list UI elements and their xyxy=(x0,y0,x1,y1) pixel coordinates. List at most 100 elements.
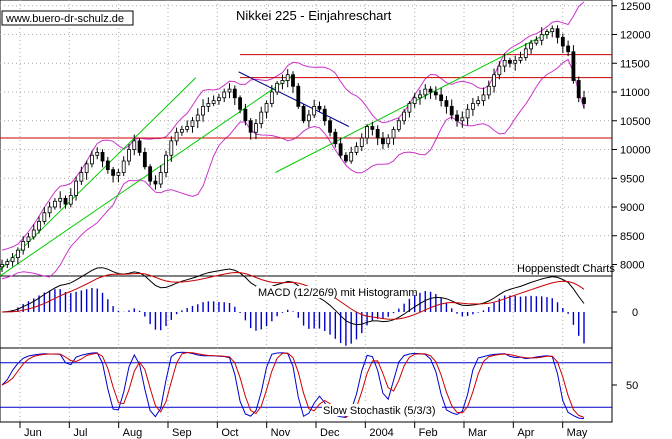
price-bar-body xyxy=(375,128,380,139)
macd-tick-label: 0 xyxy=(632,307,638,319)
axes: Jun Jul Aug Sep Oct Nov Dec 2004 Feb Mar Apr May 800… xyxy=(0,1,651,439)
price-bar-body xyxy=(158,172,163,185)
stoch-k-line xyxy=(1,351,585,420)
price-bar-body xyxy=(42,212,47,222)
price-bars xyxy=(0,25,586,273)
price-bar-body xyxy=(63,197,68,205)
price-bar-body xyxy=(328,120,332,133)
price-bar-body xyxy=(254,123,258,133)
stoch-title: Slow Stochastik (5/3/3) xyxy=(323,405,436,417)
price-bar-body xyxy=(391,128,396,139)
price-bar-body xyxy=(132,140,137,150)
price-bar-body xyxy=(164,154,168,173)
macd-title: MACD (12/26/9) mit Histogramm xyxy=(258,287,418,299)
price-bar-body xyxy=(275,82,280,93)
price-bar-body xyxy=(476,100,481,104)
price-bar-body xyxy=(264,103,269,113)
price-bar-body xyxy=(185,126,190,130)
price-bar-body xyxy=(576,80,581,99)
price-bar-body xyxy=(492,74,496,87)
price-bar-body xyxy=(407,103,412,113)
source-label: www.buero-dr-schulz.de xyxy=(5,13,124,25)
price-bar-body xyxy=(269,91,274,104)
downtrend-trendline xyxy=(238,71,350,127)
macd-series xyxy=(1,267,585,346)
price-bar-body xyxy=(148,166,153,182)
month-label: Jun xyxy=(24,427,42,439)
price-bar-body xyxy=(365,126,369,139)
price-bar-body xyxy=(306,114,311,122)
price-bar-body xyxy=(21,241,26,251)
price-bar-body xyxy=(550,28,555,33)
price-bar-body xyxy=(26,236,31,242)
price-bar-body xyxy=(248,120,253,133)
price-bar-body xyxy=(418,94,422,99)
price-bar-body xyxy=(10,257,15,263)
price-bar-body xyxy=(121,160,126,173)
price-bar-body xyxy=(402,111,407,122)
price-tick-label: 8000 xyxy=(620,260,644,272)
month-label: Jul xyxy=(73,427,87,439)
price-bar-body xyxy=(428,88,433,93)
price-tick-label: 9000 xyxy=(620,202,644,214)
price-tick-label: 11000 xyxy=(620,87,650,99)
price-bar-body xyxy=(396,120,401,130)
price-bar-body xyxy=(534,39,539,44)
price-bar-body xyxy=(100,151,105,162)
month-label: Apr xyxy=(517,427,534,439)
price-bar-body xyxy=(15,249,20,258)
macd-title-bg xyxy=(256,286,376,298)
price-bar-body xyxy=(539,34,544,41)
price-bar-body xyxy=(74,180,78,196)
price-bar-body xyxy=(37,220,41,231)
price-bar-body xyxy=(142,151,147,168)
price-bar-body xyxy=(137,140,142,153)
price-bar-body xyxy=(0,264,4,268)
price-bar-body xyxy=(58,197,63,202)
price-bar-body xyxy=(518,57,523,61)
price-bar-body xyxy=(84,163,89,173)
price-bar-body xyxy=(523,48,528,58)
price-bar-body xyxy=(95,151,100,156)
price-bar-body xyxy=(232,88,237,99)
price-bar-body xyxy=(190,120,195,127)
price-bar-body xyxy=(195,114,200,122)
price-bar-body xyxy=(317,105,322,110)
macd-signal-line xyxy=(1,271,585,320)
price-bar-body xyxy=(312,105,317,116)
price-bar-body xyxy=(354,146,359,153)
price-bar-body xyxy=(90,154,94,165)
month-label: Dec xyxy=(320,427,340,439)
price-bar-body xyxy=(227,88,232,93)
price-bar-body xyxy=(338,143,343,156)
price-bar-body xyxy=(222,91,227,99)
price-bar-body xyxy=(333,131,338,145)
price-bar-body xyxy=(560,36,565,47)
source-box xyxy=(1,10,134,26)
price-bar-body xyxy=(259,111,264,125)
bollinger-lower-line xyxy=(1,58,585,280)
price-bar-body xyxy=(386,137,391,145)
month-label: Sep xyxy=(172,427,192,439)
price-bar-body xyxy=(169,140,174,156)
month-label: Aug xyxy=(123,427,143,439)
month-label: 2004 xyxy=(369,427,393,439)
price-tick-label: 9500 xyxy=(620,173,644,185)
price-bar-body xyxy=(439,94,444,102)
price-bar-body xyxy=(470,103,475,110)
provider-label: Hoppenstedt Charts xyxy=(517,263,615,275)
price-bar-body xyxy=(79,172,84,182)
price-bar-body xyxy=(5,261,10,265)
month-label: Nov xyxy=(271,427,291,439)
stoch-d-line xyxy=(1,351,585,418)
price-bar-body xyxy=(243,108,248,122)
price-bar-body xyxy=(571,51,576,81)
price-bar-body xyxy=(566,45,571,53)
price-bar-body xyxy=(301,105,306,122)
price-tick-label: 12500 xyxy=(620,1,651,13)
month-label: Oct xyxy=(221,427,238,439)
stoch-tick-label: 50 xyxy=(626,380,638,392)
price-bar-body xyxy=(455,114,459,122)
